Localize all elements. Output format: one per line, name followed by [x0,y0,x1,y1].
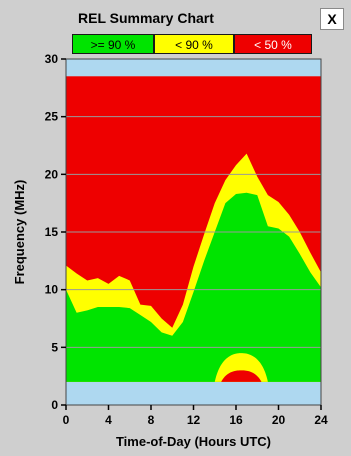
x-tick-label: 24 [314,413,328,427]
x-tick-label: 20 [272,413,286,427]
lower-band [66,381,321,405]
x-tick-label: 8 [148,413,155,427]
x-axis-label: Time-of-Day (Hours UTC) [116,434,271,449]
y-tick-label: 15 [45,225,59,239]
x-tick-label: 16 [229,413,243,427]
x-tick-label: 4 [105,413,112,427]
legend-item-yellow: < 90 % [154,34,234,54]
y-tick-label: 0 [51,398,58,412]
y-tick-label: 20 [45,167,59,181]
green-region [66,192,321,382]
legend-item-green: >= 90 % [72,34,154,54]
y-tick-label: 5 [51,340,58,354]
low-red-region [221,370,262,382]
legend-item-red: < 50 % [234,34,312,54]
close-button[interactable]: X [320,8,344,30]
x-tick-label: 12 [187,413,201,427]
upper-band [66,59,321,77]
y-tick-label: 25 [45,110,59,124]
x-tick-label: 0 [63,413,70,427]
y-tick-label: 30 [45,52,59,66]
chart-title: REL Summary Chart [78,10,214,26]
y-axis-label: Frequency (MHz) [12,180,27,285]
legend: >= 90 % < 90 % < 50 % [72,34,312,54]
y-tick-label: 10 [45,283,59,297]
